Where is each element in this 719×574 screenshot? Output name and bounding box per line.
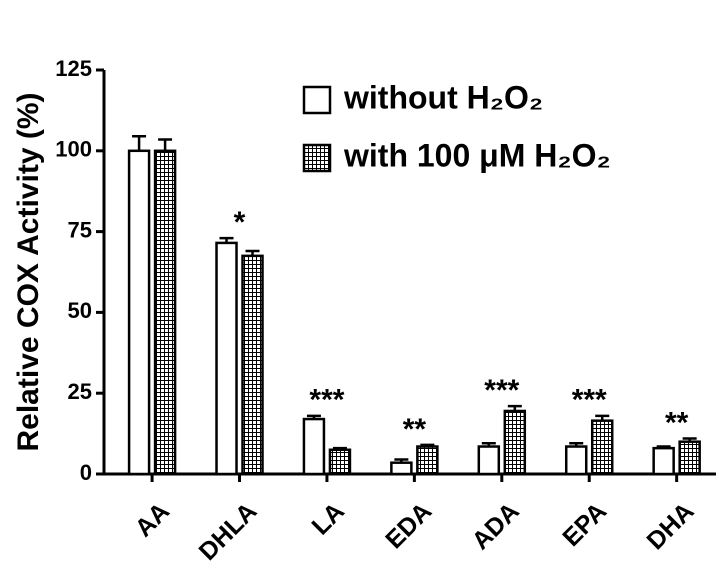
bar	[590, 419, 614, 476]
y-tick-label: 25	[68, 379, 92, 404]
significance-label: ***	[309, 384, 344, 417]
error-bar	[132, 135, 147, 151]
x-tick-label: ADA	[467, 497, 525, 555]
significance-label: **	[403, 413, 427, 446]
bar	[416, 445, 439, 476]
x-tick-label: EDA	[380, 497, 437, 554]
x-tick-label: DHLA	[194, 497, 263, 566]
bar	[328, 448, 352, 476]
bar	[302, 417, 326, 476]
bar	[153, 149, 177, 476]
bar	[127, 149, 151, 476]
error-bar	[158, 138, 173, 151]
error-bar	[656, 445, 671, 449]
error-bar	[682, 437, 697, 442]
significance-label: ***	[572, 384, 607, 417]
error-bar	[245, 249, 260, 256]
y-axis-label: Relative COX Activity (%)	[12, 93, 45, 452]
error-bar	[481, 442, 496, 447]
error-bar	[507, 404, 522, 411]
significance-label: *	[234, 206, 246, 239]
x-tick-label: AA	[130, 497, 175, 542]
error-bar	[595, 414, 610, 421]
x-tick-label: LA	[306, 497, 349, 540]
y-tick-label: 75	[68, 217, 92, 242]
bar	[503, 409, 527, 476]
error-bar	[569, 442, 584, 447]
bar	[241, 254, 264, 476]
legend-swatch	[302, 85, 332, 115]
error-bar	[332, 446, 347, 450]
y-tick-label: 125	[55, 56, 92, 81]
error-bar	[394, 458, 409, 463]
bar	[678, 440, 701, 476]
bar	[564, 445, 588, 476]
y-tick-label: 50	[68, 298, 92, 323]
legend-label: with 100 μM H₂O₂	[343, 137, 611, 173]
legend-swatch	[302, 143, 332, 173]
x-tick-label: DHA	[641, 497, 699, 555]
error-bar	[420, 443, 435, 447]
error-bar	[306, 414, 321, 420]
bar	[215, 241, 238, 476]
y-tick-label: 100	[55, 137, 92, 162]
bar	[477, 445, 501, 476]
error-bar	[219, 236, 234, 243]
significance-label: ***	[484, 374, 519, 407]
bar	[390, 461, 413, 476]
legend-label: without H₂O₂	[343, 79, 543, 115]
x-tick-label: EPA	[557, 497, 612, 552]
y-tick-label: 0	[80, 460, 92, 485]
bar	[652, 446, 675, 476]
significance-label: **	[665, 406, 689, 439]
